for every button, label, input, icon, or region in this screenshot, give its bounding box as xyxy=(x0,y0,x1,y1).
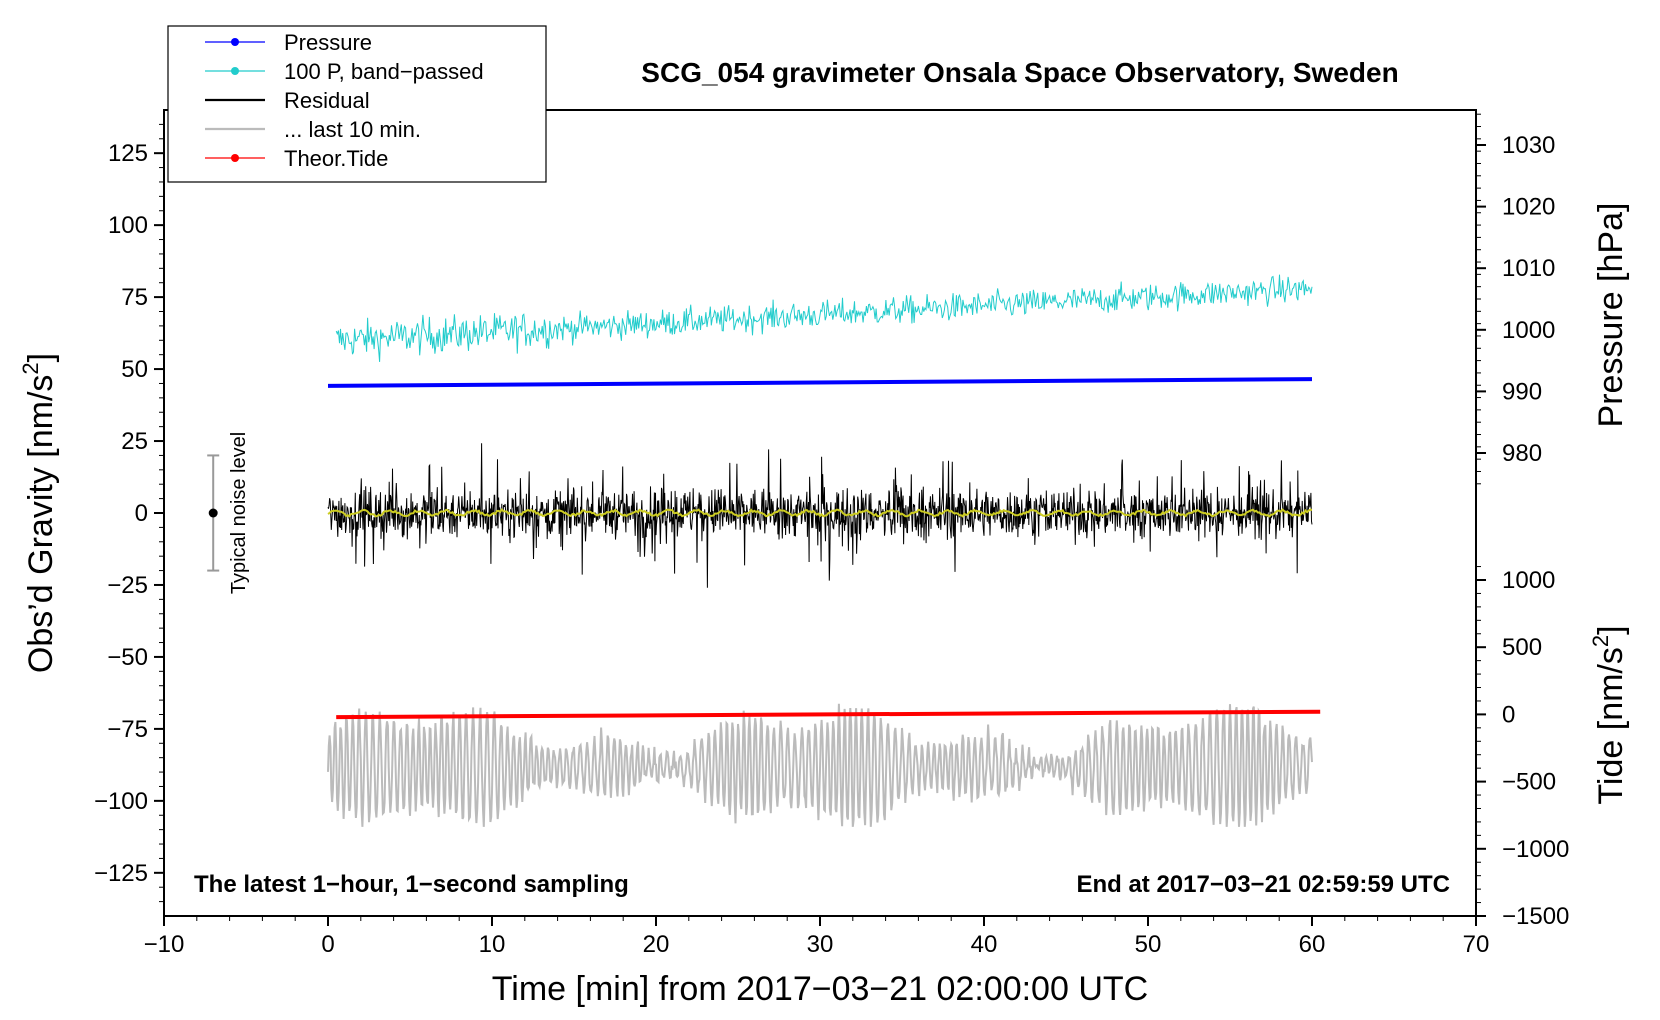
y-axis-left-title-end: ] xyxy=(22,353,60,362)
pressure-tick-label: 990 xyxy=(1502,378,1542,405)
annotation-left: The latest 1−hour, 1−second sampling xyxy=(194,871,629,898)
legend: Pressure 100 P, band−passed Residual ... la… xyxy=(205,30,484,171)
axis-layer: −10 0 10 20 30 40 50 60 701251007550250−25−50−75… xyxy=(94,113,1569,958)
pressure-tick-label: 1000 xyxy=(1502,317,1555,344)
series-last-10-min xyxy=(327,703,1313,827)
chart-title: SCG_054 gravimeter Onsala Space Observat… xyxy=(641,57,1398,88)
tide-tick-label: −1500 xyxy=(1502,903,1569,930)
tide-axis-title: Tide [nm/s2] xyxy=(1588,625,1630,804)
noise-bar-center xyxy=(208,508,218,518)
pressure-tick-label: 980 xyxy=(1502,440,1542,467)
series-band-passed-pressure xyxy=(335,274,1313,362)
tide-tick-label: 500 xyxy=(1502,634,1542,661)
tide-axis-title-sup: 2 xyxy=(1588,635,1613,647)
annotation-right: End at 2017−03−21 02:59:59 UTC xyxy=(1076,871,1450,898)
tide-tick-label: 1000 xyxy=(1502,567,1555,594)
series-residual-smoothed xyxy=(327,508,1313,518)
x-tick-label: 0 xyxy=(321,931,334,958)
legend-label: Residual xyxy=(284,88,370,113)
y-tick-label: 0 xyxy=(135,500,148,527)
pressure-tick-label: 1010 xyxy=(1502,255,1555,282)
y-tick-label: −100 xyxy=(94,788,148,815)
x-tick-label: 40 xyxy=(971,931,998,958)
x-tick-label: 70 xyxy=(1463,931,1490,958)
y-tick-label: −25 xyxy=(107,572,148,599)
y-tick-label: −75 xyxy=(107,716,148,743)
x-tick-label: 30 xyxy=(807,931,834,958)
series-theor-tide xyxy=(336,709,1321,720)
y-tick-label: 75 xyxy=(121,284,148,311)
legend-label: ... last 10 min. xyxy=(284,117,421,142)
tide-tick-label: 0 xyxy=(1502,701,1515,728)
legend-label: Pressure xyxy=(284,30,372,55)
y-tick-label: 125 xyxy=(108,140,148,167)
x-tick-label: −10 xyxy=(144,931,185,958)
tide-axis-title-end: ] xyxy=(1592,625,1630,634)
y-tick-label: 25 xyxy=(121,428,148,455)
series-pressure xyxy=(327,377,1313,388)
x-tick-label: 10 xyxy=(479,931,506,958)
x-tick-label: 50 xyxy=(1135,931,1162,958)
pressure-tick-label: 1020 xyxy=(1502,194,1555,221)
y-axis-left-title-sup: 2 xyxy=(18,362,43,374)
tide-axis-title-main: Tide [nm/s xyxy=(1592,647,1630,804)
legend-marker xyxy=(231,38,239,46)
y-tick-label: −125 xyxy=(94,860,148,887)
y-tick-label: 100 xyxy=(108,212,148,239)
series-residual xyxy=(327,443,1313,588)
noise-bar xyxy=(207,454,220,572)
x-tick-label: 20 xyxy=(643,931,670,958)
series-layer xyxy=(327,274,1321,827)
noise-bar-label: Typical noise level xyxy=(228,432,250,594)
legend-marker xyxy=(231,67,239,75)
y-tick-label: −50 xyxy=(107,644,148,671)
pressure-axis-title: Pressure [hPa] xyxy=(1592,203,1630,428)
pressure-tick-label: 1030 xyxy=(1502,132,1555,159)
x-axis-title: Time [min] from 2017−03−21 02:00:00 UTC xyxy=(492,970,1148,1008)
legend-box xyxy=(167,25,547,183)
y-tick-label: 50 xyxy=(121,356,148,383)
legend-marker xyxy=(231,154,239,162)
tide-tick-label: −1000 xyxy=(1502,836,1569,863)
y-axis-left-title-main: Obs’d Gravity [nm/s xyxy=(22,375,60,674)
x-tick-label: 60 xyxy=(1299,931,1326,958)
legend-label: Theor.Tide xyxy=(284,146,388,171)
legend-label: 100 P, band−passed xyxy=(284,59,484,84)
y-axis-left-title: Obs’d Gravity [nm/s2] xyxy=(18,353,60,673)
tide-tick-label: −500 xyxy=(1502,769,1556,796)
